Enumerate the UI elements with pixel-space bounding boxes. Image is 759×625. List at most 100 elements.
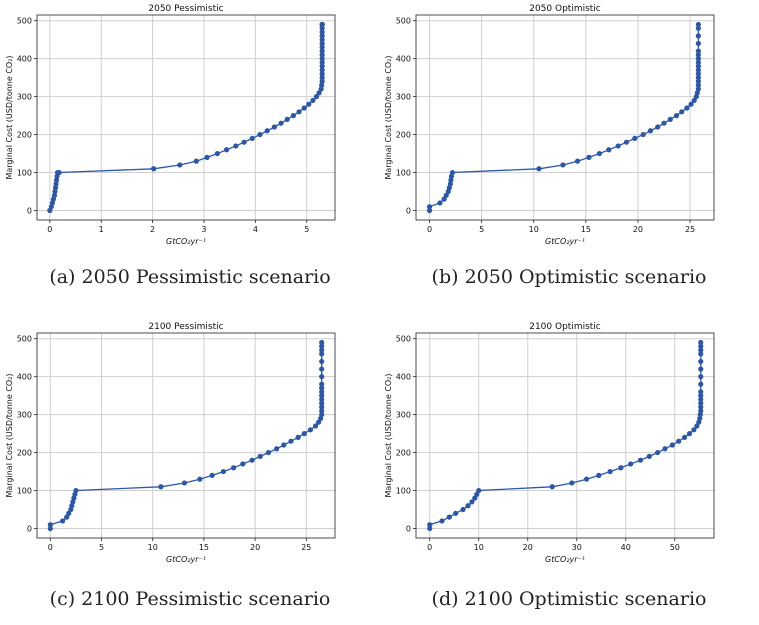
data-point <box>691 97 697 104</box>
chart-title: 2050 Optimistic <box>529 4 601 14</box>
data-point <box>233 143 239 149</box>
data-point <box>281 442 287 448</box>
y-tick-label: 400 <box>17 55 32 64</box>
y-tick-label: 400 <box>17 373 32 382</box>
data-point <box>583 476 590 482</box>
x-tick-label: 25 <box>301 543 311 552</box>
data-point <box>695 75 701 81</box>
data-point <box>606 147 612 153</box>
data-point <box>695 59 701 66</box>
x-tick-label: 5 <box>479 225 484 234</box>
y-tick-label: 400 <box>396 373 411 382</box>
data-point <box>249 135 255 141</box>
data-point <box>151 166 157 172</box>
y-tick-label: 100 <box>396 169 411 178</box>
data-point <box>426 207 433 214</box>
data-point <box>209 472 215 478</box>
data-point <box>569 480 575 486</box>
x-tick-label: 3 <box>201 225 206 234</box>
data-point <box>667 116 673 122</box>
data-point <box>249 457 255 463</box>
x-tick-label: 0 <box>48 543 53 552</box>
data-point <box>318 86 324 92</box>
data-point <box>223 147 230 153</box>
data-point <box>319 343 325 349</box>
data-point <box>296 109 302 115</box>
data-point <box>312 423 319 429</box>
data-point <box>319 52 325 58</box>
x-tick-label: 20 <box>523 543 533 552</box>
data-point <box>284 116 290 122</box>
data-point <box>158 484 164 490</box>
data-point <box>691 427 697 433</box>
plot-frame <box>36 332 336 539</box>
data-point <box>686 431 693 437</box>
y-tick-label: 100 <box>396 487 411 496</box>
x-axis-label: GtCO₂yr⁻¹ <box>545 237 585 246</box>
x-tick-label: 1 <box>99 225 104 234</box>
x-tick-label: 2 <box>150 225 155 234</box>
data-point <box>66 510 72 516</box>
x-tick-label: 30 <box>572 543 582 552</box>
data-point <box>443 192 449 198</box>
data-point <box>698 347 704 353</box>
data-point <box>441 196 447 202</box>
x-tick-label: 25 <box>685 225 695 234</box>
data-point <box>698 408 704 414</box>
data-point <box>319 385 325 391</box>
data-point <box>574 158 581 164</box>
x-tick-label: 50 <box>670 543 680 552</box>
y-tick-label: 500 <box>17 335 32 344</box>
data-point <box>319 366 325 372</box>
figure-caption: (d) 2100 Optimistic scenario <box>431 588 707 610</box>
figure-caption: (a) 2050 Pessimistic scenario <box>49 266 331 288</box>
data-point <box>684 105 690 111</box>
data-point <box>319 63 325 69</box>
data-point <box>465 503 471 509</box>
series-line <box>49 342 323 529</box>
data-point <box>655 449 661 456</box>
figure-caption: (b) 2050 Optimistic scenario <box>431 266 707 288</box>
x-tick-label: 15 <box>581 225 591 234</box>
data-point <box>47 525 53 532</box>
x-tick-label: 0 <box>427 543 432 552</box>
data-point <box>319 33 325 39</box>
data-point <box>319 71 325 77</box>
data-point <box>319 78 325 85</box>
data-point <box>278 120 284 126</box>
data-point <box>469 499 475 505</box>
data-point <box>448 177 454 183</box>
data-point <box>449 169 456 176</box>
data-point <box>319 59 325 66</box>
data-point <box>319 400 325 406</box>
chart-title: 2050 Pessimistic <box>148 4 223 14</box>
x-tick-label: 0 <box>427 225 432 234</box>
data-point <box>288 438 294 444</box>
data-point <box>319 374 325 380</box>
data-point <box>596 150 602 157</box>
data-point <box>695 78 701 85</box>
data-point <box>319 75 325 81</box>
chart-svg: 0 5 10 15 20 25 0 100 200 300 400 500 2100 Pessimist… <box>5 322 336 564</box>
data-point <box>319 412 325 418</box>
x-axis-label: GtCO₂yr⁻¹ <box>545 555 585 564</box>
data-point <box>661 120 667 126</box>
data-point <box>306 101 312 107</box>
data-point <box>264 128 270 134</box>
data-point <box>181 480 188 486</box>
x-tick-label: 20 <box>250 543 260 552</box>
y-tick-label: 100 <box>17 487 32 496</box>
data-point <box>47 522 53 528</box>
y-tick-label: 0 <box>27 207 32 216</box>
figure-caption: (c) 2100 Pessimistic scenario <box>49 588 331 610</box>
data-point <box>439 518 445 524</box>
data-point <box>301 105 307 111</box>
x-axis-label: GtCO₂yr⁻¹ <box>166 237 206 246</box>
data-point <box>695 67 701 73</box>
plot-frame <box>36 14 336 221</box>
data-point <box>695 63 701 69</box>
y-tick-label: 300 <box>17 93 32 102</box>
data-point <box>274 446 280 452</box>
y-tick-label: 400 <box>396 55 411 64</box>
data-point <box>220 468 226 475</box>
